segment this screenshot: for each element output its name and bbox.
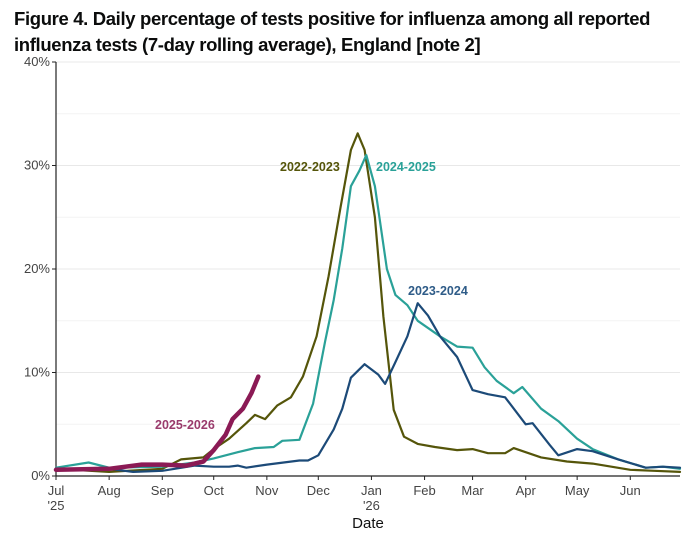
x-tick-label: Jun: [620, 483, 641, 498]
x-tick-label: Jul: [48, 483, 65, 498]
series-label-2022-2023: 2022-2023: [280, 160, 340, 174]
x-tick-sublabel: '26: [363, 498, 380, 513]
x-tick-label: Jan: [361, 483, 382, 498]
x-tick-label: Aug: [98, 483, 121, 498]
gridlines: [56, 61, 680, 425]
series-label-2025-2026: 2025-2026: [155, 418, 215, 432]
y-tick-label: 30%: [24, 158, 50, 173]
x-tick-label: Feb: [413, 483, 435, 498]
x-tick-label: Dec: [307, 483, 331, 498]
series-line-2023-2024: [54, 302, 682, 473]
series-label-2024-2025: 2024-2025: [376, 160, 436, 174]
x-tick-label: Mar: [461, 483, 484, 498]
y-tick-label: 10%: [24, 365, 50, 380]
x-tick-sublabel: '25: [48, 498, 65, 513]
y-axis: 0% 10% 20% 30% 40%: [24, 54, 57, 483]
x-axis: Jul'25 Aug Sep Oct Nov Dec Jan'26 Feb Mar Apr May J…: [48, 475, 680, 513]
x-tick-label: Nov: [255, 483, 279, 498]
x-axis-label: Date: [352, 515, 384, 532]
y-tick-label: 20%: [24, 261, 50, 276]
x-tick-label: Sep: [151, 483, 174, 498]
series-lines: [53, 132, 682, 473]
y-tick-label: 0%: [31, 468, 50, 483]
series-line-2025-2026: [53, 374, 261, 473]
series-line-2022-2023: [54, 132, 682, 473]
series-line-2024-2025: [54, 154, 682, 470]
x-tick-label: Oct: [204, 483, 225, 498]
chart-title: Figure 4. Daily percentage of tests posi…: [14, 8, 651, 55]
y-tick-label: 40%: [24, 54, 50, 69]
x-tick-label: May: [565, 483, 590, 498]
x-tick-label: Apr: [516, 483, 537, 498]
series-label-2023-2024: 2023-2024: [408, 284, 468, 298]
